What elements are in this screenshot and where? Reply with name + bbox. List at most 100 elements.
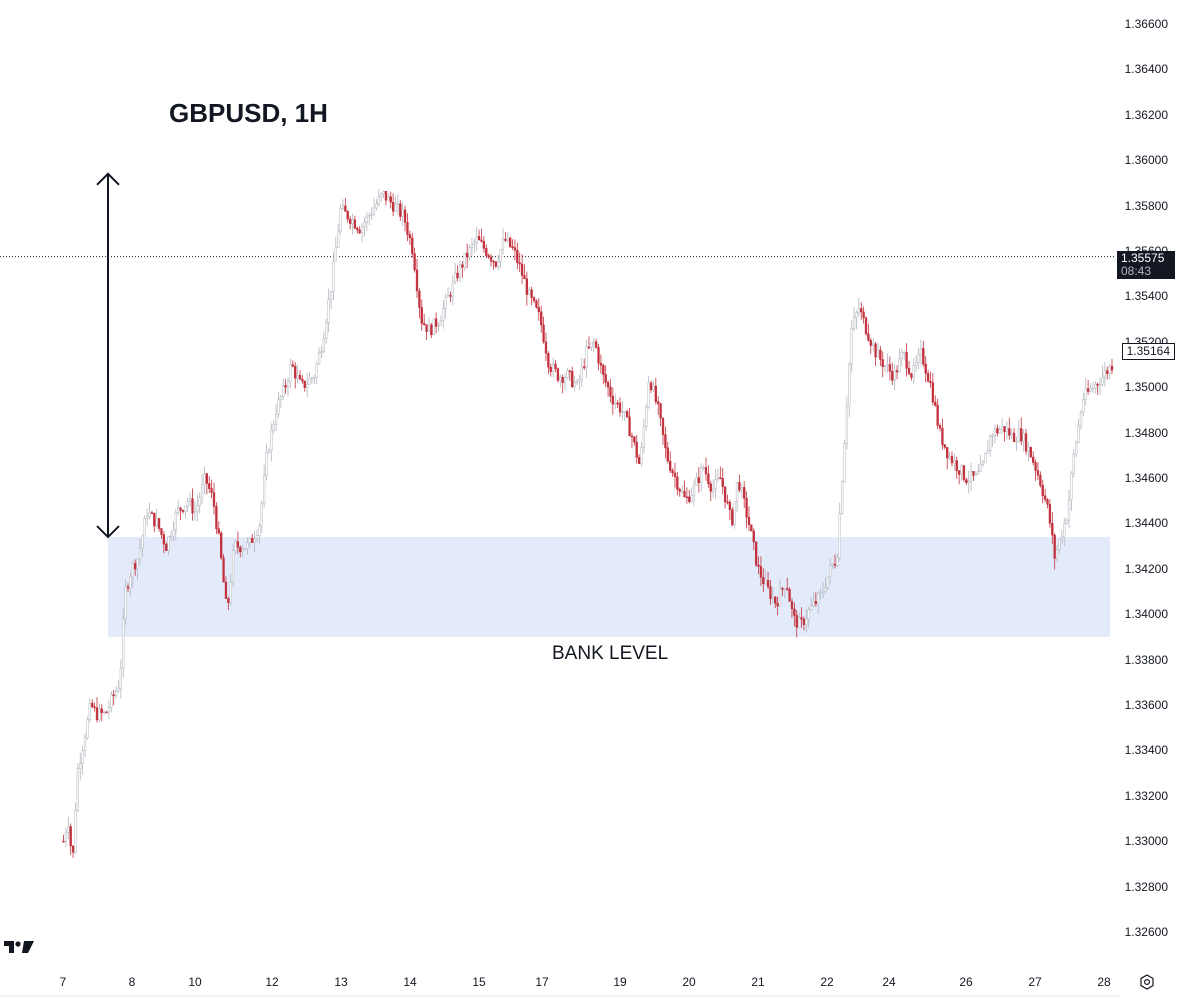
candle-body bbox=[100, 708, 103, 713]
candle-body bbox=[394, 204, 397, 212]
candle-body bbox=[895, 370, 899, 373]
candle-body bbox=[126, 586, 130, 589]
candle-body bbox=[1000, 426, 1004, 430]
candle-body bbox=[408, 234, 411, 239]
candle-body bbox=[872, 343, 875, 346]
candle-body bbox=[551, 363, 555, 372]
candle-body bbox=[463, 252, 466, 268]
candle-body bbox=[303, 380, 306, 388]
candle-body bbox=[676, 476, 679, 490]
candle-body bbox=[578, 379, 581, 382]
candle-body bbox=[626, 411, 629, 418]
candle-body bbox=[692, 484, 696, 496]
price-tick: 1.33800 bbox=[1124, 652, 1168, 667]
date-tick: 24 bbox=[882, 975, 896, 989]
candle-body bbox=[587, 346, 591, 349]
candle-body bbox=[351, 219, 354, 224]
candle-body bbox=[855, 312, 858, 319]
candle-body bbox=[110, 694, 113, 708]
candle-body bbox=[1091, 387, 1095, 390]
candle-body bbox=[738, 481, 741, 491]
candle-body bbox=[864, 317, 868, 334]
price-tick: 1.36200 bbox=[1124, 107, 1168, 122]
candle-body bbox=[208, 483, 211, 489]
candle-body bbox=[769, 586, 772, 599]
tradingview-logo-icon[interactable] bbox=[4, 938, 36, 956]
candle-body bbox=[766, 580, 770, 587]
candle-body bbox=[783, 588, 786, 590]
candle-body bbox=[291, 364, 294, 367]
candle-body bbox=[764, 580, 767, 585]
candle-body bbox=[446, 294, 450, 298]
candle-body bbox=[1077, 425, 1080, 443]
candle-body bbox=[313, 377, 316, 379]
candle-body bbox=[883, 365, 887, 368]
candle-body bbox=[251, 538, 254, 543]
candle-body bbox=[704, 467, 708, 475]
candle-body bbox=[1053, 534, 1056, 559]
candle-body bbox=[829, 565, 832, 577]
candle-body bbox=[821, 591, 825, 593]
candle-body bbox=[645, 406, 648, 428]
settings-gear-icon[interactable] bbox=[1139, 974, 1155, 990]
candle-body bbox=[781, 588, 784, 590]
candle-body bbox=[229, 582, 232, 603]
candle-body bbox=[274, 413, 278, 425]
candle-body bbox=[926, 373, 930, 382]
candle-body bbox=[972, 471, 975, 476]
candle-body bbox=[563, 377, 567, 383]
candle-body bbox=[270, 429, 273, 451]
candle-body bbox=[86, 719, 89, 739]
date-tick: 15 bbox=[472, 975, 486, 989]
candle-body bbox=[840, 481, 844, 514]
candle-body bbox=[654, 385, 657, 402]
candle-body bbox=[664, 434, 667, 449]
candle-body bbox=[826, 576, 829, 589]
candle-body bbox=[485, 248, 488, 256]
candle-body bbox=[516, 249, 519, 264]
candle-body bbox=[993, 428, 997, 436]
candle-body bbox=[652, 385, 655, 391]
date-tick: 28 bbox=[1097, 975, 1111, 989]
candle-body bbox=[325, 322, 328, 339]
candle-body bbox=[802, 618, 806, 625]
candle-body bbox=[198, 497, 201, 506]
candle-body bbox=[936, 405, 939, 426]
candle-body bbox=[1012, 432, 1016, 443]
candle-body bbox=[850, 328, 853, 365]
candle-body bbox=[838, 513, 841, 559]
candle-body bbox=[1039, 474, 1042, 486]
candle-body bbox=[747, 516, 751, 526]
candle-body bbox=[411, 237, 414, 254]
candle-body bbox=[709, 483, 712, 492]
candle-body bbox=[702, 467, 705, 469]
candle-body bbox=[346, 211, 349, 220]
candle-body bbox=[886, 364, 889, 367]
candle-body bbox=[368, 214, 371, 217]
candle-body bbox=[284, 385, 287, 388]
candle-body bbox=[294, 365, 297, 379]
candle-body bbox=[614, 402, 617, 405]
candle-body bbox=[948, 456, 951, 459]
candle-body bbox=[597, 347, 600, 364]
candle-body bbox=[1051, 522, 1054, 536]
candle-body bbox=[633, 436, 636, 443]
candle-body bbox=[239, 546, 242, 553]
candle-body bbox=[492, 260, 495, 263]
date-tick: 21 bbox=[751, 975, 765, 989]
candle-body bbox=[778, 588, 782, 607]
price-tick: 1.34200 bbox=[1124, 561, 1168, 576]
candle-body bbox=[977, 471, 980, 474]
candle-body bbox=[974, 473, 978, 476]
candle-body bbox=[1094, 383, 1097, 389]
bar-countdown: 08:43 bbox=[1121, 264, 1152, 278]
candle-body bbox=[344, 205, 347, 212]
candle-body bbox=[888, 364, 892, 372]
candle-body bbox=[289, 364, 292, 382]
candle-body bbox=[771, 596, 775, 599]
candle-body bbox=[793, 608, 796, 616]
candle-body bbox=[267, 450, 271, 453]
candle-body bbox=[809, 605, 813, 610]
candle-body bbox=[690, 494, 693, 502]
